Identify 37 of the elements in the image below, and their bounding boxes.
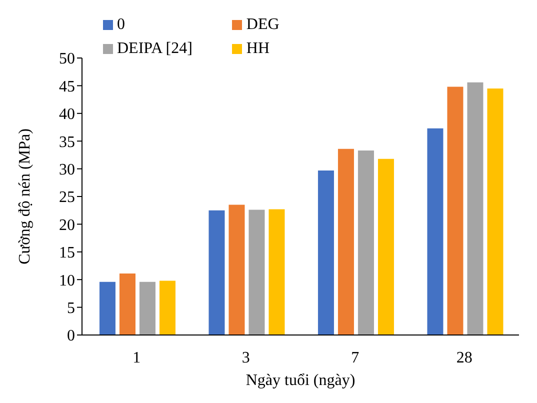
y-tick-label: 20 (59, 216, 75, 234)
bar (228, 204, 245, 335)
bar (159, 280, 176, 335)
y-tick-label: 45 (59, 78, 75, 96)
legend-label: HH (246, 40, 270, 58)
bar (467, 82, 484, 335)
bar (447, 86, 464, 335)
y-tick-label: 50 (59, 50, 75, 68)
legend-label: DEIPA [24] (117, 40, 192, 58)
x-tick-label: 7 (351, 349, 360, 366)
y-tick-label: 10 (59, 272, 75, 290)
x-tick-label: 28 (456, 349, 472, 366)
bar (248, 210, 265, 335)
bar (318, 170, 334, 335)
bar (378, 158, 394, 335)
bar (427, 128, 444, 335)
y-tick-label: 0 (67, 328, 75, 345)
y-tick-label: 25 (59, 189, 75, 206)
bar (119, 274, 136, 335)
y-axis-title: Cường độ nén (MPa) (16, 128, 34, 264)
y-tick-label: 5 (67, 300, 75, 317)
bar (338, 148, 354, 335)
bar (268, 209, 285, 335)
bar (99, 282, 116, 335)
bar (139, 282, 156, 335)
y-tick-label: 30 (59, 161, 75, 178)
y-tick-label: 40 (59, 106, 75, 124)
legend-label: 0 (117, 16, 125, 34)
x-axis-title: Ngày tuổi (ngày) (246, 372, 356, 389)
bar (208, 210, 225, 335)
x-tick-label: 3 (242, 349, 250, 366)
x-tick-label: 1 (132, 349, 141, 366)
y-tick-label: 15 (59, 244, 75, 262)
legend-label: DEG (246, 16, 280, 34)
y-tick-label: 35 (59, 134, 75, 151)
bar (487, 88, 504, 335)
bar (358, 150, 374, 335)
